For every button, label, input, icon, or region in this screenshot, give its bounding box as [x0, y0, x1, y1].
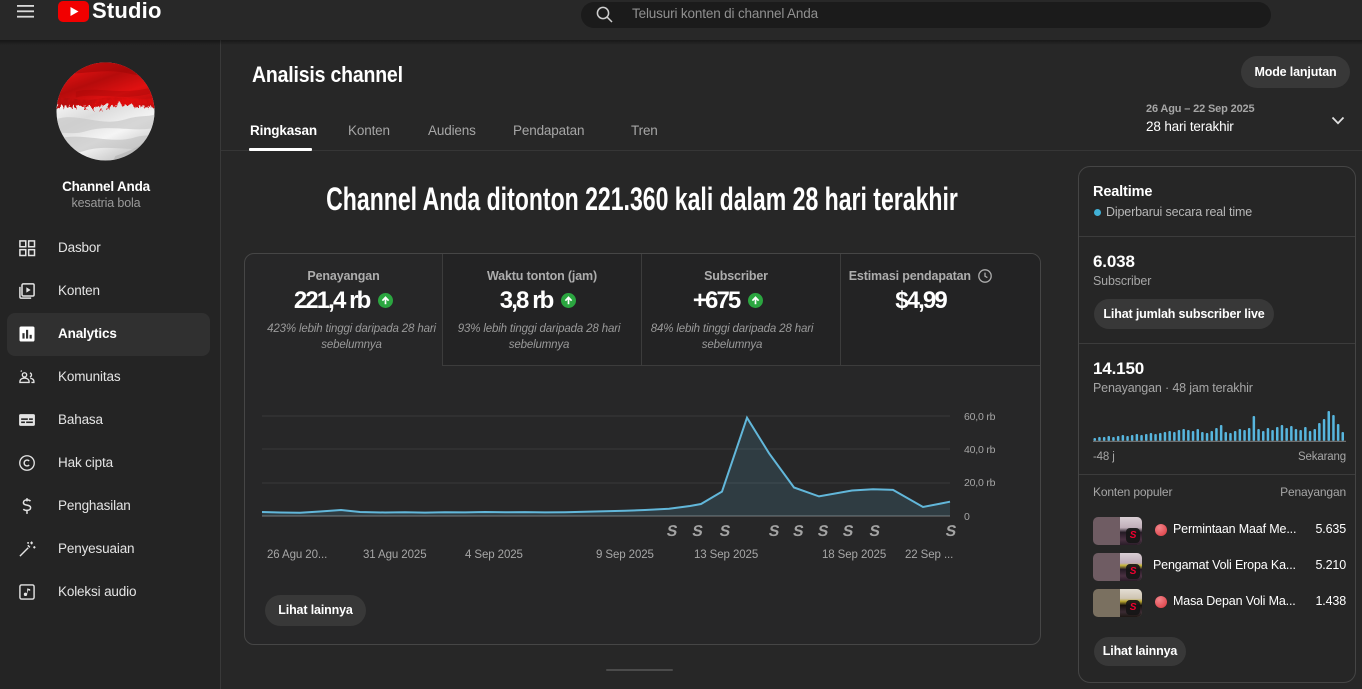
svg-text:S: S: [665, 523, 678, 540]
svg-text:S: S: [691, 523, 704, 540]
svg-text:S: S: [816, 523, 829, 540]
svg-text:S: S: [767, 523, 780, 540]
svg-text:S: S: [792, 523, 805, 540]
svg-text:S: S: [944, 523, 957, 540]
svg-text:S: S: [868, 523, 881, 540]
svg-text:S: S: [718, 523, 731, 540]
svg-text:S: S: [841, 523, 854, 540]
